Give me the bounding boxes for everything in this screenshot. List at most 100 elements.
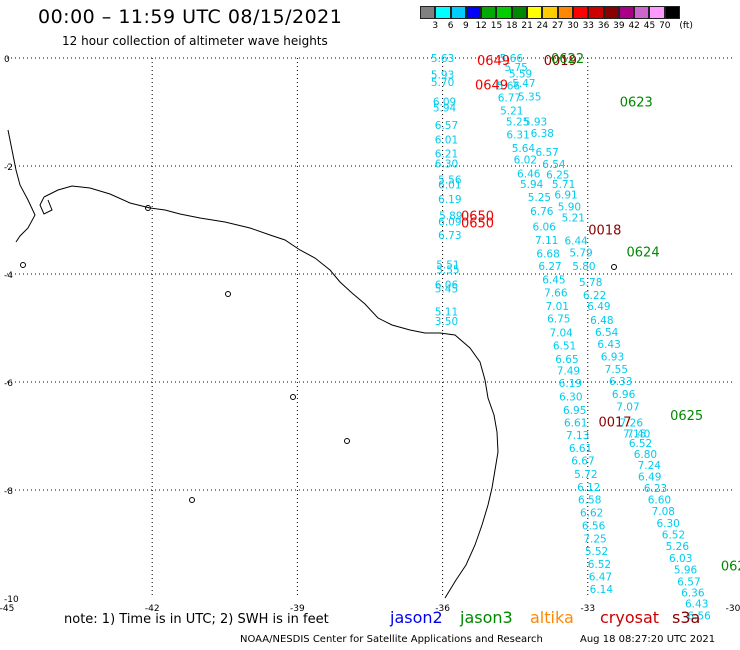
swh-value: 6.03 bbox=[669, 553, 692, 565]
swh-value: 6.77 bbox=[498, 92, 521, 104]
swh-value: 6.52 bbox=[629, 438, 652, 450]
swh-value: 5.94 bbox=[433, 103, 457, 115]
swh-value: 6.75 bbox=[547, 313, 570, 325]
scale-tick-label: 9 bbox=[463, 21, 469, 31]
swh-value: 6.01 bbox=[438, 179, 461, 191]
scale-swatch bbox=[542, 6, 558, 19]
swh-value: 6.47 bbox=[589, 571, 612, 583]
swh-value: 5.25 bbox=[528, 192, 551, 204]
swh-value: 5.21 bbox=[562, 212, 585, 224]
swh-value: 5.79 bbox=[569, 247, 592, 259]
legend-s3a: s3a bbox=[672, 608, 701, 627]
swh-value: 7.25 bbox=[583, 534, 606, 546]
scale-swatch bbox=[557, 6, 573, 19]
swh-value: 5.93 bbox=[524, 117, 547, 129]
swh-value: 6.54 bbox=[595, 327, 619, 339]
island bbox=[225, 291, 231, 297]
swh-value: 5.56 bbox=[438, 175, 462, 187]
swh-value: 7.07 bbox=[616, 401, 639, 413]
swh-value: 6.73 bbox=[438, 230, 461, 242]
pass-time-label: 0649 bbox=[475, 78, 508, 93]
note-text: note: 1) Time is in UTC; 2) SWH is in fe… bbox=[64, 612, 329, 627]
scale-tick-label: 36 bbox=[597, 21, 610, 31]
swh-value: 6.52 bbox=[662, 529, 685, 541]
swh-value: 7.55 bbox=[605, 364, 628, 376]
swh-value: 6.62 bbox=[580, 508, 603, 520]
swh-value: 6.09 bbox=[438, 217, 461, 229]
coastline-detail bbox=[39, 196, 53, 215]
swh-value: 6.12 bbox=[577, 482, 600, 494]
swh-value: 7.13 bbox=[566, 430, 589, 442]
swh-value: 5.78 bbox=[579, 277, 602, 289]
swh-value: 5.70 bbox=[431, 77, 454, 89]
scale-tick-label: 33 bbox=[582, 21, 595, 31]
scale-tick-label: 21 bbox=[521, 21, 533, 31]
swh-value: 7.49 bbox=[557, 366, 580, 378]
swh-value: 6.19 bbox=[559, 378, 582, 390]
swh-value: 6.61 bbox=[569, 443, 592, 455]
swh-value: 6.54 bbox=[542, 159, 566, 171]
swh-value: 5.93 bbox=[431, 70, 454, 82]
swh-value: 5.96 bbox=[674, 564, 698, 576]
color-scale-bar bbox=[420, 6, 740, 19]
swh-value: 7.08 bbox=[652, 506, 675, 518]
swh-value: 6.68 bbox=[536, 248, 559, 260]
scale-tick-label: 24 bbox=[536, 21, 549, 31]
swh-value: 6.06 bbox=[435, 279, 459, 291]
swh-value: 6.30 bbox=[559, 392, 582, 404]
y-axis-tick-label: -10 bbox=[4, 595, 19, 605]
x-axis-tick-label: -45 bbox=[0, 604, 14, 614]
pass-time-label: 0623 bbox=[620, 96, 653, 111]
swh-value: 6.22 bbox=[583, 290, 606, 302]
pass-time-label: 0626 bbox=[721, 560, 740, 575]
swh-value: 6.46 bbox=[517, 169, 541, 181]
swh-value: 5.59 bbox=[509, 69, 532, 81]
color-scale-labels: 3 6 9 12 15 18 21 24 27 30 33 36 39 42 45 70 (ft) bbox=[420, 19, 740, 33]
scale-swatch bbox=[618, 6, 635, 19]
y-axis-tick-label: -8 bbox=[4, 487, 13, 497]
swh-value: 6.58 bbox=[578, 495, 601, 507]
swh-value: 6.38 bbox=[531, 128, 554, 140]
swh-value: 5.89 bbox=[439, 211, 462, 223]
swh-value: 6.57 bbox=[435, 120, 458, 132]
scale-tick-label: 3 bbox=[432, 21, 439, 31]
credit-text: NOAA/NESDIS Center for Satellite Applica… bbox=[240, 634, 543, 645]
swh-value: 6.33 bbox=[609, 376, 632, 388]
swh-value: 6.76 bbox=[530, 206, 554, 218]
pass-time-label: 0017 bbox=[598, 415, 631, 430]
swh-value: 5.25 bbox=[506, 117, 529, 129]
swh-value: 7.01 bbox=[546, 301, 569, 313]
swh-value: 6.30 bbox=[435, 158, 458, 170]
legend-jason3: jason3 bbox=[460, 608, 513, 627]
scale-tick-label: 39 bbox=[613, 21, 625, 31]
scale-swatch bbox=[588, 6, 604, 19]
scale-swatch bbox=[634, 6, 650, 19]
x-axis-tick-label: -30 bbox=[726, 604, 740, 614]
swh-value: 6.57 bbox=[535, 147, 558, 159]
swh-value: 6.67 bbox=[571, 455, 594, 467]
swh-value: 6.96 bbox=[612, 389, 636, 401]
swh-value: 5.75 bbox=[504, 62, 527, 74]
swh-value: 5.66 bbox=[500, 53, 524, 65]
coastline bbox=[43, 185, 499, 599]
scale-swatch bbox=[496, 6, 512, 19]
scale-swatch bbox=[603, 6, 619, 19]
scale-swatch bbox=[481, 6, 497, 19]
legend-altika: altika bbox=[530, 608, 574, 627]
swh-value: 6.19 bbox=[438, 194, 461, 206]
swh-value: 5.47 bbox=[512, 78, 535, 90]
scale-swatch bbox=[649, 6, 665, 19]
page-subtitle: 12 hour collection of altimeter wave hei… bbox=[62, 34, 328, 48]
swh-value: 6.91 bbox=[554, 190, 577, 202]
swh-value: 5.66 bbox=[497, 81, 521, 93]
swh-value: 7.24 bbox=[638, 460, 662, 472]
swh-value: 7.15 bbox=[623, 428, 646, 440]
swh-value: 6.06 bbox=[533, 221, 557, 233]
swh-value: 6.61 bbox=[564, 418, 587, 430]
swh-value: 6.43 bbox=[597, 339, 620, 351]
swh-value: 6.01 bbox=[435, 135, 458, 147]
scale-unit-label: (ft) bbox=[679, 21, 693, 31]
swh-value: 6.45 bbox=[542, 274, 565, 286]
swh-value: 5.26 bbox=[666, 541, 690, 553]
swh-value: 6.60 bbox=[648, 495, 671, 507]
